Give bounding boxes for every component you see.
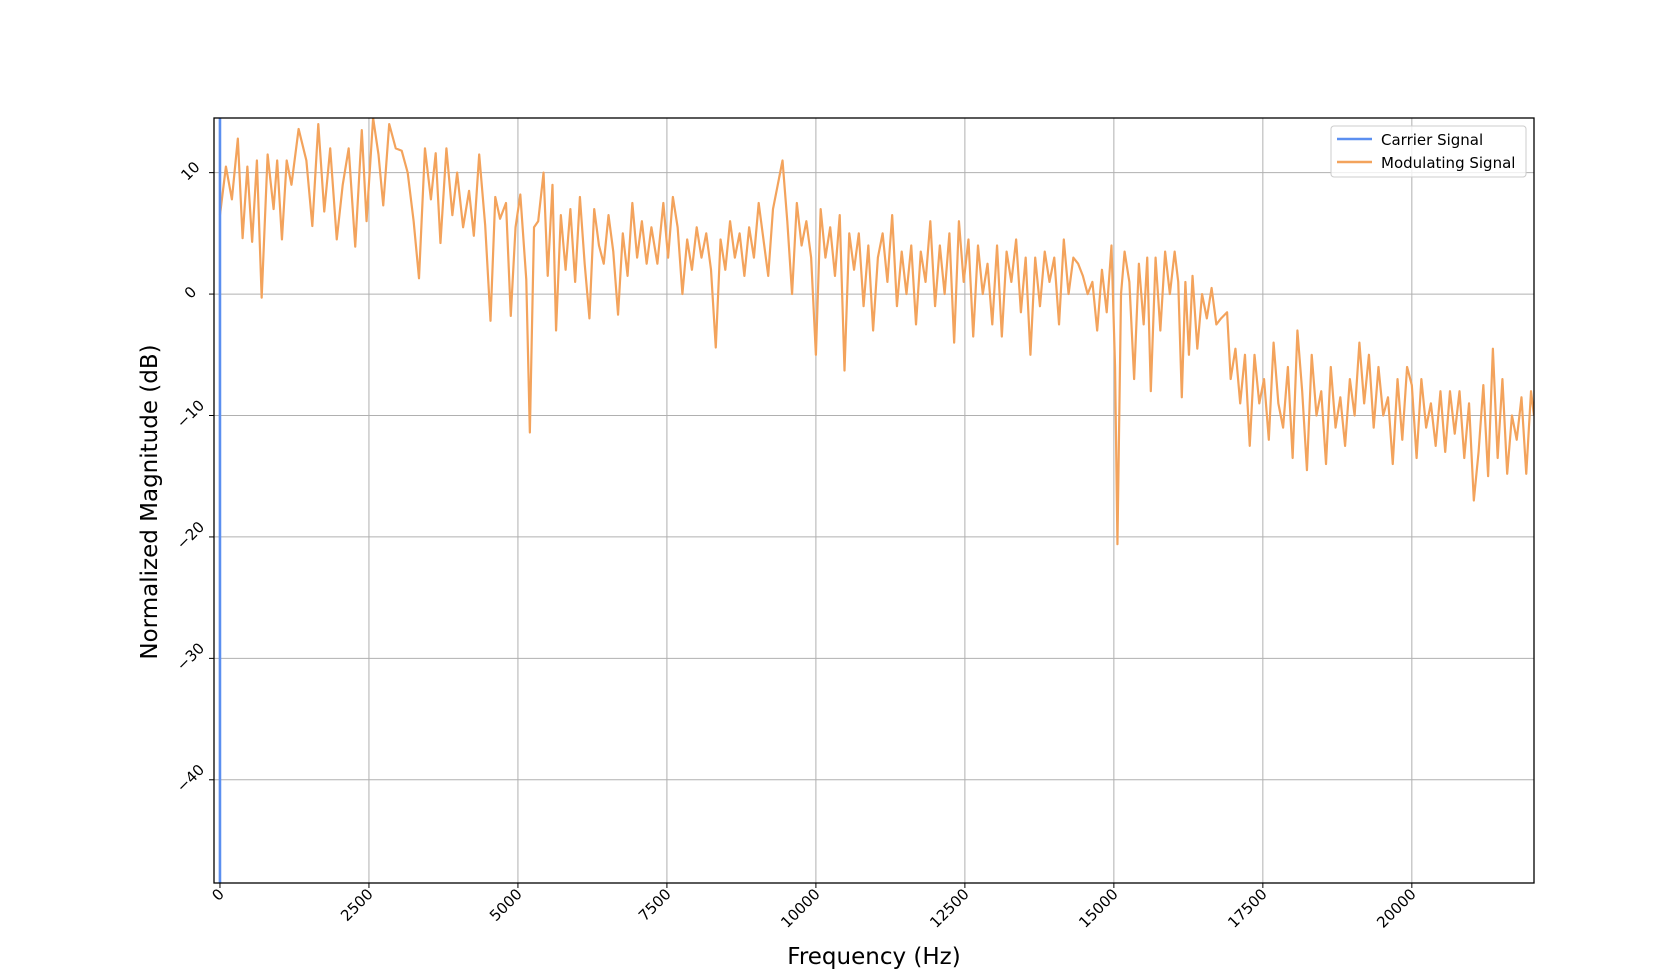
x-tick-label: 10000 xyxy=(777,885,823,931)
x-axis-title: Frequency (Hz) xyxy=(787,944,960,970)
y-tick-label: −20 xyxy=(173,518,208,553)
y-tick-label: 0 xyxy=(181,283,200,302)
legend-label-carrier: Carrier Signal xyxy=(1381,131,1483,149)
x-tick-label: 12500 xyxy=(926,885,972,931)
y-axis-ticks: 10 0 −10 −20 −30 −40 xyxy=(173,158,214,796)
plot-background xyxy=(214,118,1534,883)
legend: Carrier Signal Modulating Signal xyxy=(1330,125,1527,178)
x-tick-label: 20000 xyxy=(1373,885,1419,931)
y-tick-label: −40 xyxy=(173,761,208,796)
y-tick-label: −30 xyxy=(173,639,208,674)
series-layer xyxy=(218,118,1534,883)
x-tick-label: 17500 xyxy=(1224,885,1270,931)
grid-lines xyxy=(214,118,1534,883)
x-tick-label: 2500 xyxy=(337,885,377,925)
legend-label-modulating: Modulating Signal xyxy=(1381,154,1515,172)
x-tick-label: 15000 xyxy=(1075,885,1121,931)
modulating-signal-line xyxy=(218,118,1534,546)
x-tick-label: 5000 xyxy=(486,885,526,925)
y-tick-label: −10 xyxy=(173,396,208,431)
x-tick-label: 7500 xyxy=(635,885,675,925)
x-tick-label: 0 xyxy=(208,885,227,904)
plot-frame xyxy=(213,117,1535,884)
legend-box xyxy=(1330,125,1527,178)
y-tick-label: 10 xyxy=(177,158,203,184)
y-axis-title: Normalized Magnitude (dB) xyxy=(137,344,163,659)
x-axis-ticks: 0 2500 5000 7500 10000 12500 15000 17500 20000 xyxy=(208,883,1420,932)
